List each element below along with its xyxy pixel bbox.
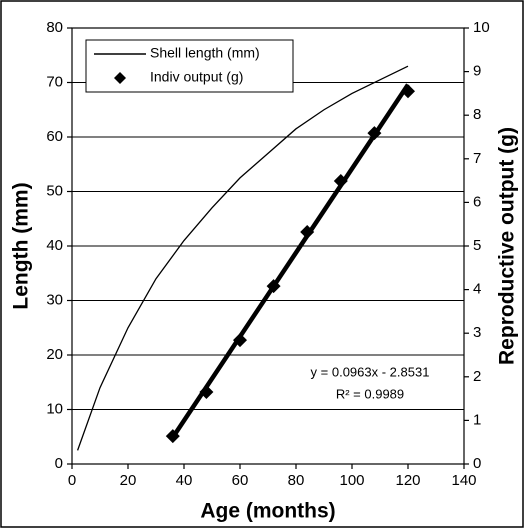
y2-tick-label: 9 [473, 63, 481, 80]
data-point [165, 429, 180, 444]
trendline [170, 83, 410, 439]
y-tick-label: 50 [46, 182, 63, 199]
y-tick-label: 40 [46, 237, 63, 254]
data-point [333, 174, 348, 189]
y2-tick-label: 1 [473, 411, 481, 428]
line-series [76, 65, 409, 451]
data-point [367, 126, 382, 141]
x-tick-label: 120 [395, 472, 420, 489]
annotation: R² = 0.9989 [336, 386, 404, 401]
y-tick-label: 20 [46, 346, 63, 363]
legend-swatch [114, 72, 126, 84]
x-tick-label: 0 [68, 472, 76, 489]
y2-tick-label: 10 [473, 19, 490, 36]
x-tick-label: 100 [339, 472, 364, 489]
annotation: y = 0.0963x - 2.8531 [311, 364, 430, 379]
y-tick-label: 10 [46, 400, 63, 417]
y2-tick-label: 8 [473, 106, 481, 123]
y2-tick-label: 6 [473, 193, 481, 210]
y-tick-label: 0 [55, 455, 63, 472]
data-point [401, 84, 415, 99]
y2-tick-label: 0 [473, 455, 481, 472]
data-point [300, 225, 315, 240]
y2-tick-label: 5 [473, 237, 481, 254]
data-point [266, 279, 281, 294]
y2-tick-label: 3 [473, 324, 481, 341]
x-tick-label: 20 [120, 472, 137, 489]
y2-axis-title: Reproductive output (g) [496, 127, 519, 365]
y-tick-label: 80 [46, 19, 63, 36]
y-tick-label: 60 [46, 128, 63, 145]
x-tick-label: 40 [176, 472, 193, 489]
y2-tick-label: 7 [473, 150, 481, 167]
y-axis-title: Length (mm) [10, 182, 33, 309]
x-tick-label: 80 [288, 472, 305, 489]
data-point [233, 333, 247, 348]
x-axis-title: Age (months) [200, 500, 335, 523]
y2-tick-label: 4 [473, 281, 481, 298]
data-point [199, 385, 214, 400]
y-tick-label: 70 [46, 73, 63, 90]
x-tick-label: 140 [451, 472, 476, 489]
x-tick-label: 60 [232, 472, 249, 489]
y2-tick-label: 2 [473, 368, 481, 385]
legend-label: Shell length (mm) [150, 45, 260, 61]
plot-border [71, 27, 465, 465]
y-tick-label: 30 [46, 291, 63, 308]
legend-label: Indiv output (g) [150, 69, 243, 85]
